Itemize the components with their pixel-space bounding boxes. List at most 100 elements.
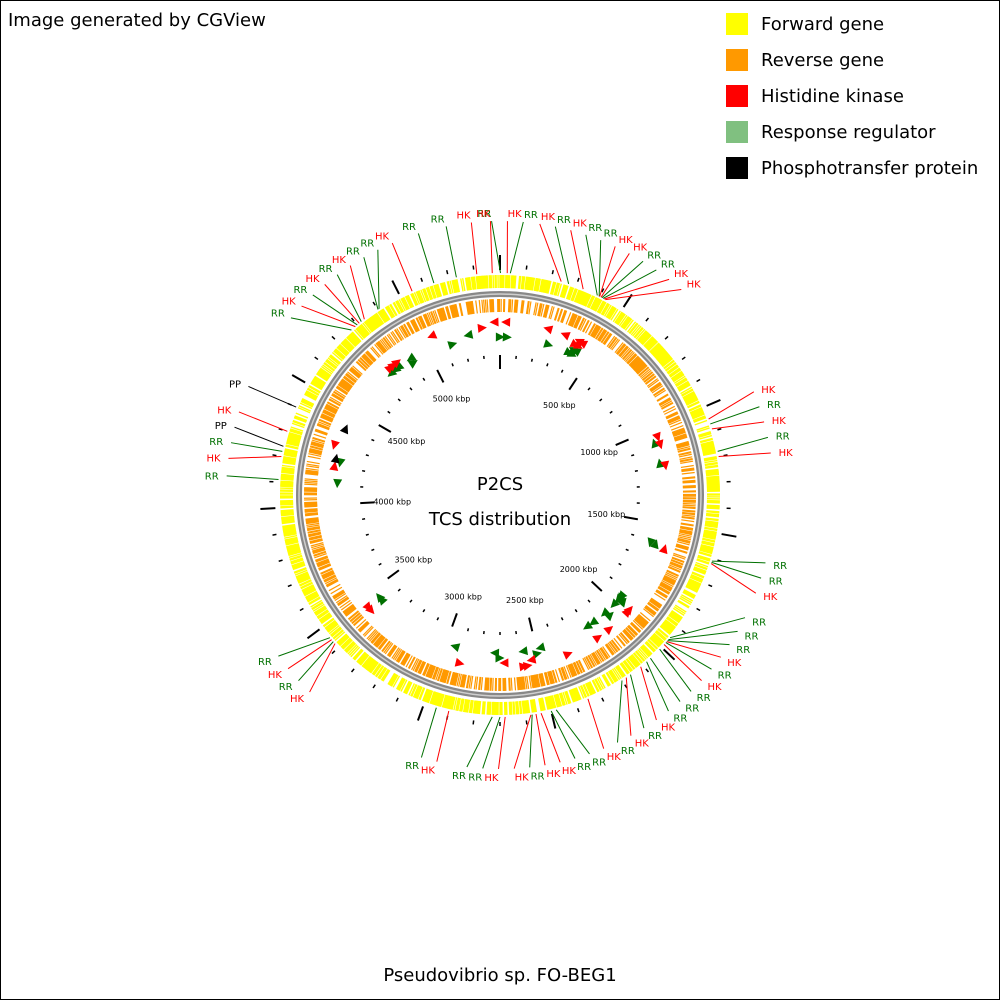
reverse-gene-block <box>403 324 411 336</box>
reverse-gene-block <box>336 596 349 605</box>
reverse-gene-block <box>305 472 319 475</box>
forward-gene-block <box>682 391 695 400</box>
forward-gene-block <box>629 655 640 667</box>
reverse-gene-block <box>333 590 345 599</box>
forward-gene-block <box>356 651 366 663</box>
reverse-gene-block <box>575 661 583 674</box>
forward-gene-block <box>584 294 592 307</box>
forward-gene-block <box>284 448 298 453</box>
inner-major-tick <box>387 569 400 580</box>
forward-gene-block <box>572 688 579 701</box>
forward-gene-block <box>323 618 335 628</box>
outer-minor-tick <box>299 607 304 612</box>
reverse-gene-block <box>557 309 564 322</box>
reverse-gene-block <box>308 532 322 537</box>
forward-gene-block <box>556 693 562 707</box>
forward-gene-block <box>704 461 718 466</box>
forward-gene-block <box>416 290 423 304</box>
forward-gene-block <box>706 505 720 508</box>
reverse-gene-block <box>350 367 362 377</box>
forward-gene-block <box>516 701 520 715</box>
forward-gene-block <box>339 636 350 647</box>
forward-gene-block <box>286 543 299 548</box>
forward-gene-block <box>326 622 338 632</box>
outer-minor-tick <box>723 454 728 457</box>
reverse-gene-block <box>337 597 349 606</box>
reverse-gene-block <box>669 562 683 568</box>
forward-gene-block <box>310 382 323 391</box>
tcs-feature-marker-hk <box>660 460 670 471</box>
forward-gene-block <box>485 275 488 289</box>
forward-gene-block <box>687 580 701 588</box>
reverse-gene-block <box>618 345 628 357</box>
reverse-gene-block <box>315 428 328 435</box>
forward-gene-block <box>326 622 339 632</box>
reverse-gene-block <box>619 346 629 358</box>
forward-gene-block <box>676 380 689 389</box>
forward-gene-block <box>572 688 578 702</box>
forward-gene-block <box>621 317 631 329</box>
reverse-gene-block <box>311 441 325 446</box>
reverse-gene-block <box>522 676 525 690</box>
leader-line-rr <box>509 221 524 274</box>
reverse-gene-block <box>322 572 335 580</box>
reverse-gene-block <box>672 429 686 435</box>
forward-gene-block <box>369 317 379 329</box>
forward-gene-block <box>285 541 299 546</box>
reverse-gene-block <box>320 415 333 422</box>
forward-gene-block <box>294 567 307 574</box>
forward-gene-block <box>607 670 616 683</box>
forward-gene-block <box>328 355 340 366</box>
forward-gene-block <box>595 678 603 691</box>
inner-major-tick <box>528 617 534 632</box>
reverse-gene-block <box>422 314 429 327</box>
feature-label-rr: RR <box>745 631 759 642</box>
reverse-gene-block <box>674 435 688 441</box>
forward-gene-block <box>489 275 492 289</box>
reverse-gene-block <box>323 574 336 582</box>
reverse-gene-block <box>634 618 645 628</box>
forward-gene-block <box>479 275 483 289</box>
forward-gene-block <box>367 660 377 672</box>
reverse-gene-block <box>548 671 554 684</box>
reverse-gene-block <box>678 534 692 539</box>
kbp-tick-label: 3000 kbp <box>444 592 482 601</box>
inner-major-tick <box>568 377 578 391</box>
reverse-gene-block <box>334 593 347 602</box>
reverse-gene-block <box>568 664 575 677</box>
forward-gene-block <box>297 576 311 584</box>
tcs-feature-marker-hk <box>592 634 603 644</box>
forward-gene-block <box>658 353 670 363</box>
forward-gene-block <box>292 419 306 426</box>
forward-gene-block <box>423 288 430 301</box>
forward-gene-block <box>701 444 715 449</box>
reverse-gene-block <box>370 632 380 643</box>
forward-gene-block <box>294 569 308 576</box>
forward-gene-block <box>660 624 672 635</box>
reverse-gene-block <box>533 302 537 316</box>
feature-label-rr: RR <box>205 471 219 482</box>
forward-gene-block <box>665 617 678 627</box>
forward-gene-block <box>470 700 474 714</box>
forward-gene-block <box>301 399 314 407</box>
reverse-gene-block <box>307 530 321 534</box>
forward-gene-block <box>294 415 308 422</box>
reverse-gene-block <box>623 629 634 640</box>
forward-gene-block <box>280 476 294 479</box>
reverse-gene-block <box>304 503 318 506</box>
forward-gene-block <box>633 652 644 664</box>
reverse-gene-block <box>662 577 675 585</box>
forward-gene-block <box>280 512 294 516</box>
reverse-gene-block <box>584 321 593 334</box>
forward-gene-block <box>541 279 546 293</box>
forward-gene-block <box>336 346 348 357</box>
reverse-gene-block <box>618 633 628 645</box>
forward-gene-block <box>677 382 690 391</box>
forward-gene-block <box>284 449 298 454</box>
forward-gene-block <box>526 700 530 714</box>
reverse-gene-block <box>673 434 687 440</box>
forward-gene-block <box>644 337 655 348</box>
outer-minor-tick <box>681 629 686 634</box>
reverse-gene-block <box>682 502 696 505</box>
forward-gene-block <box>280 478 294 481</box>
